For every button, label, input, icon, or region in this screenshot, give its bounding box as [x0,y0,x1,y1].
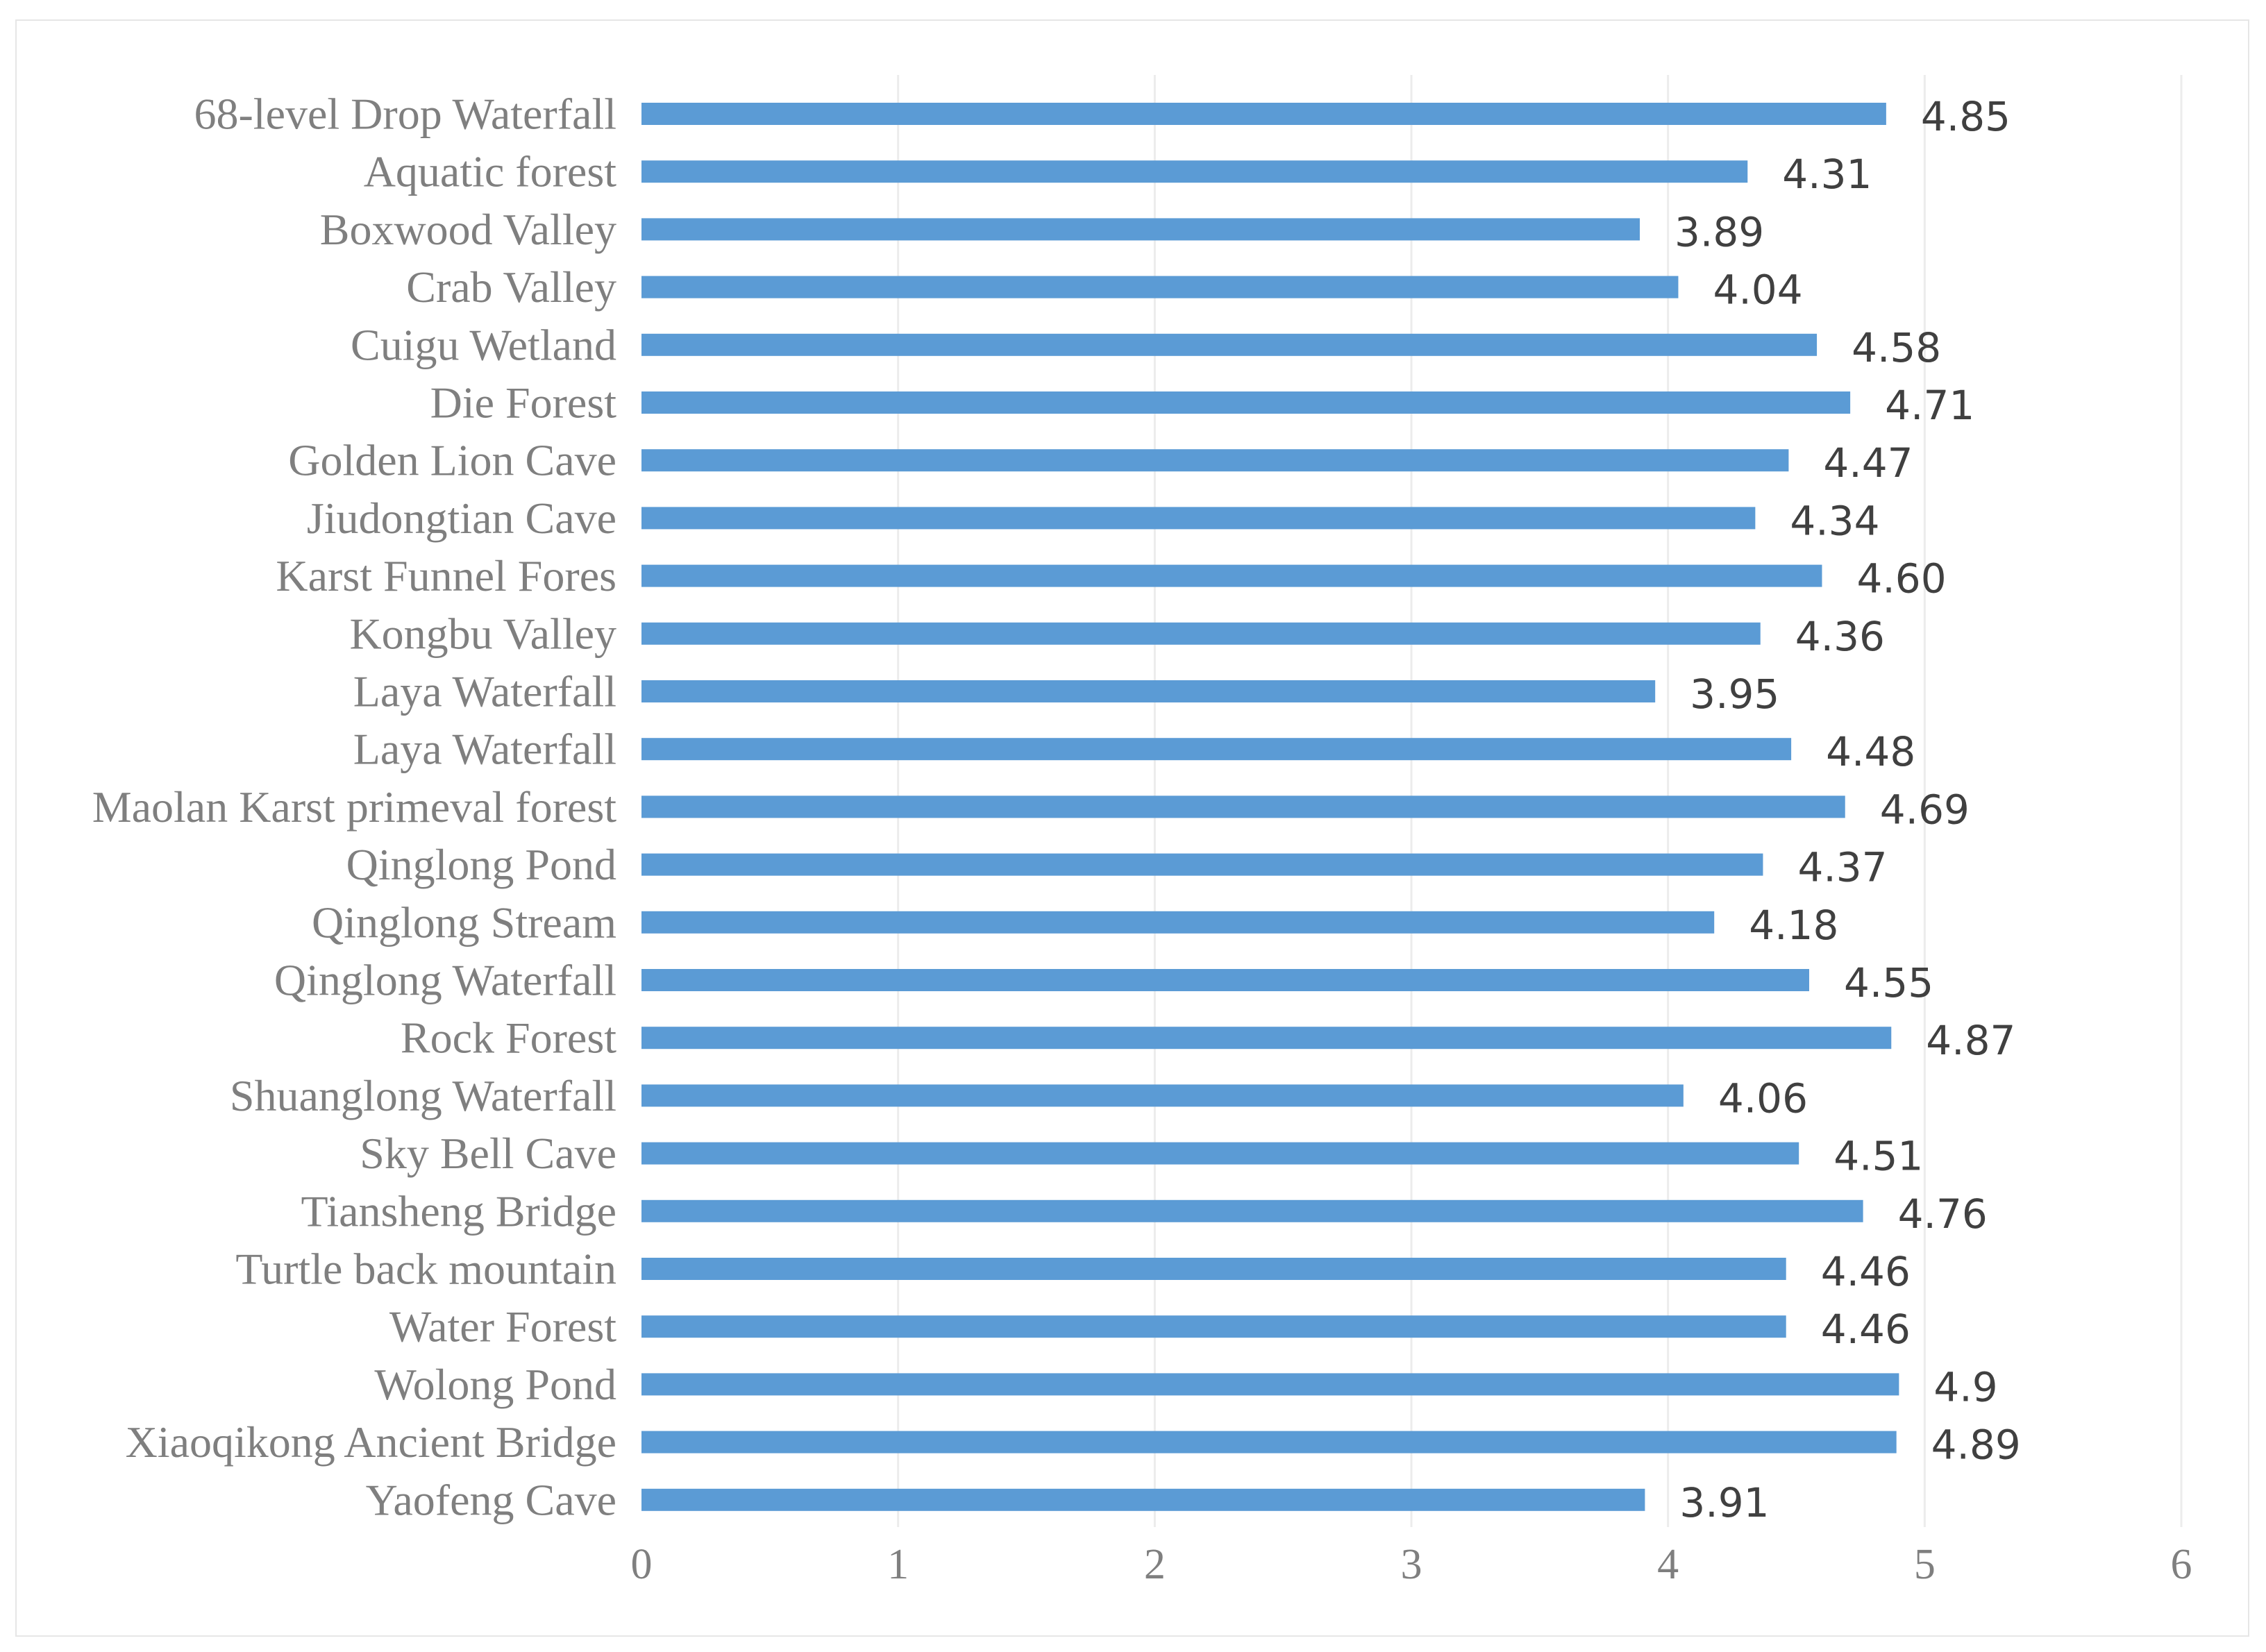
category-label: Turtle back mountain [235,1245,616,1294]
category-label: Yaofeng Cave [366,1475,616,1524]
category-label: Tiansheng Bridge [301,1186,616,1236]
category-label: Rock Forest [401,1013,616,1063]
bar [641,160,1748,183]
data-label: 4.60 [1856,555,1946,602]
data-label: 4.87 [1926,1017,2015,1064]
bar [641,333,1818,356]
category-labels: 68-level Drop Waterfall Aquatic forest Box… [92,90,617,1525]
category-label: Maolan Karst primeval forest [92,782,617,832]
chart-frame: 4.85 4.31 3.89 4.04 4.58 4.71 4.47 4.34 4.60 4.36… [15,19,2249,1637]
bar [641,1488,1645,1511]
x-tick-label: 0 [631,1541,653,1588]
x-tick-label: 1 [887,1541,909,1588]
category-label: Qinglong Waterfall [274,956,616,1005]
category-label: Cuigu Wetland [351,320,616,369]
data-label: 4.31 [1782,151,1872,198]
bar [641,507,1756,530]
bar [641,276,1679,298]
bar [641,911,1715,934]
x-tick-label: 3 [1401,1541,1422,1588]
data-label: 4.58 [1852,324,1941,371]
bar [641,795,1845,818]
data-label: 4.04 [1713,267,1802,314]
bar [641,853,1763,876]
data-label: 4.76 [1898,1190,1988,1238]
bar [641,622,1761,645]
category-label: 68-level Drop Waterfall [194,90,616,139]
data-label: 4.48 [1826,728,1915,775]
category-label: Shuanglong Waterfall [230,1071,616,1120]
category-label: Aquatic forest [364,147,617,196]
bar [641,738,1792,761]
data-label: 4.9 [1933,1363,1997,1410]
bar [641,1258,1786,1280]
category-label: Sky Bell Cave [360,1129,616,1178]
data-label: 4.36 [1795,613,1885,660]
x-tick-label: 4 [1657,1541,1679,1588]
x-tick-label: 6 [2171,1541,2192,1588]
bar [641,391,1851,414]
bar [641,1431,1897,1453]
data-label: 4.06 [1718,1074,1808,1122]
category-label: Laya Waterfall [353,667,616,716]
category-label: Golden Lion Cave [288,436,616,485]
bar [641,1373,1899,1396]
bar [641,1027,1892,1050]
data-label: 4.71 [1885,382,1974,429]
bar [641,680,1656,702]
category-label: Wolong Pond [374,1360,616,1409]
data-label: 4.18 [1749,902,1838,949]
data-label: 4.46 [1821,1248,1911,1295]
bar [641,218,1640,241]
bar [641,969,1809,991]
data-label: 4.47 [1823,439,1913,487]
data-label: 4.85 [1921,93,2011,140]
category-label: Kongbu Valley [349,609,616,658]
bars [641,103,1899,1511]
category-label: Karst Funnel Fores [276,551,616,600]
data-label: 4.55 [1844,959,1933,1006]
category-label: Xiaoqikong Ancient Bridge [126,1417,616,1467]
data-label: 3.91 [1679,1479,1769,1526]
data-labels: 4.85 4.31 3.89 4.04 4.58 4.71 4.47 4.34 4.60 4.36… [1675,93,2021,1526]
bar [641,1084,1684,1107]
bar [641,449,1789,472]
bar [641,564,1822,587]
category-label: Jiudongtian Cave [307,494,616,543]
bar [641,1315,1786,1338]
category-label: Crab Valley [406,262,616,312]
category-label: Water Forest [389,1302,616,1351]
category-label: Boxwood Valley [320,205,616,254]
bar [641,1142,1799,1165]
data-label: 4.89 [1931,1422,2021,1469]
category-label: Die Forest [430,378,617,428]
data-label: 3.95 [1690,671,1779,718]
data-label: 3.89 [1675,208,1764,255]
category-label: Qinglong Stream [312,897,616,947]
bar [641,1199,1863,1222]
data-label: 4.46 [1821,1306,1911,1353]
data-label: 4.69 [1880,786,1970,833]
category-label: Laya Waterfall [353,725,616,774]
bar [641,103,1886,125]
x-tick-label: 2 [1144,1541,1166,1588]
x-tick-label: 5 [1914,1541,1936,1588]
bar-chart: 4.85 4.31 3.89 4.04 4.58 4.71 4.47 4.34 4.60 4.36… [92,75,2192,1588]
category-label: Qinglong Pond [346,840,616,889]
data-label: 4.51 [1833,1133,1923,1180]
data-label: 4.34 [1790,497,1879,544]
data-label: 4.37 [1797,844,1887,891]
x-tick-labels: 0 1 2 3 4 5 6 [631,1541,2192,1588]
